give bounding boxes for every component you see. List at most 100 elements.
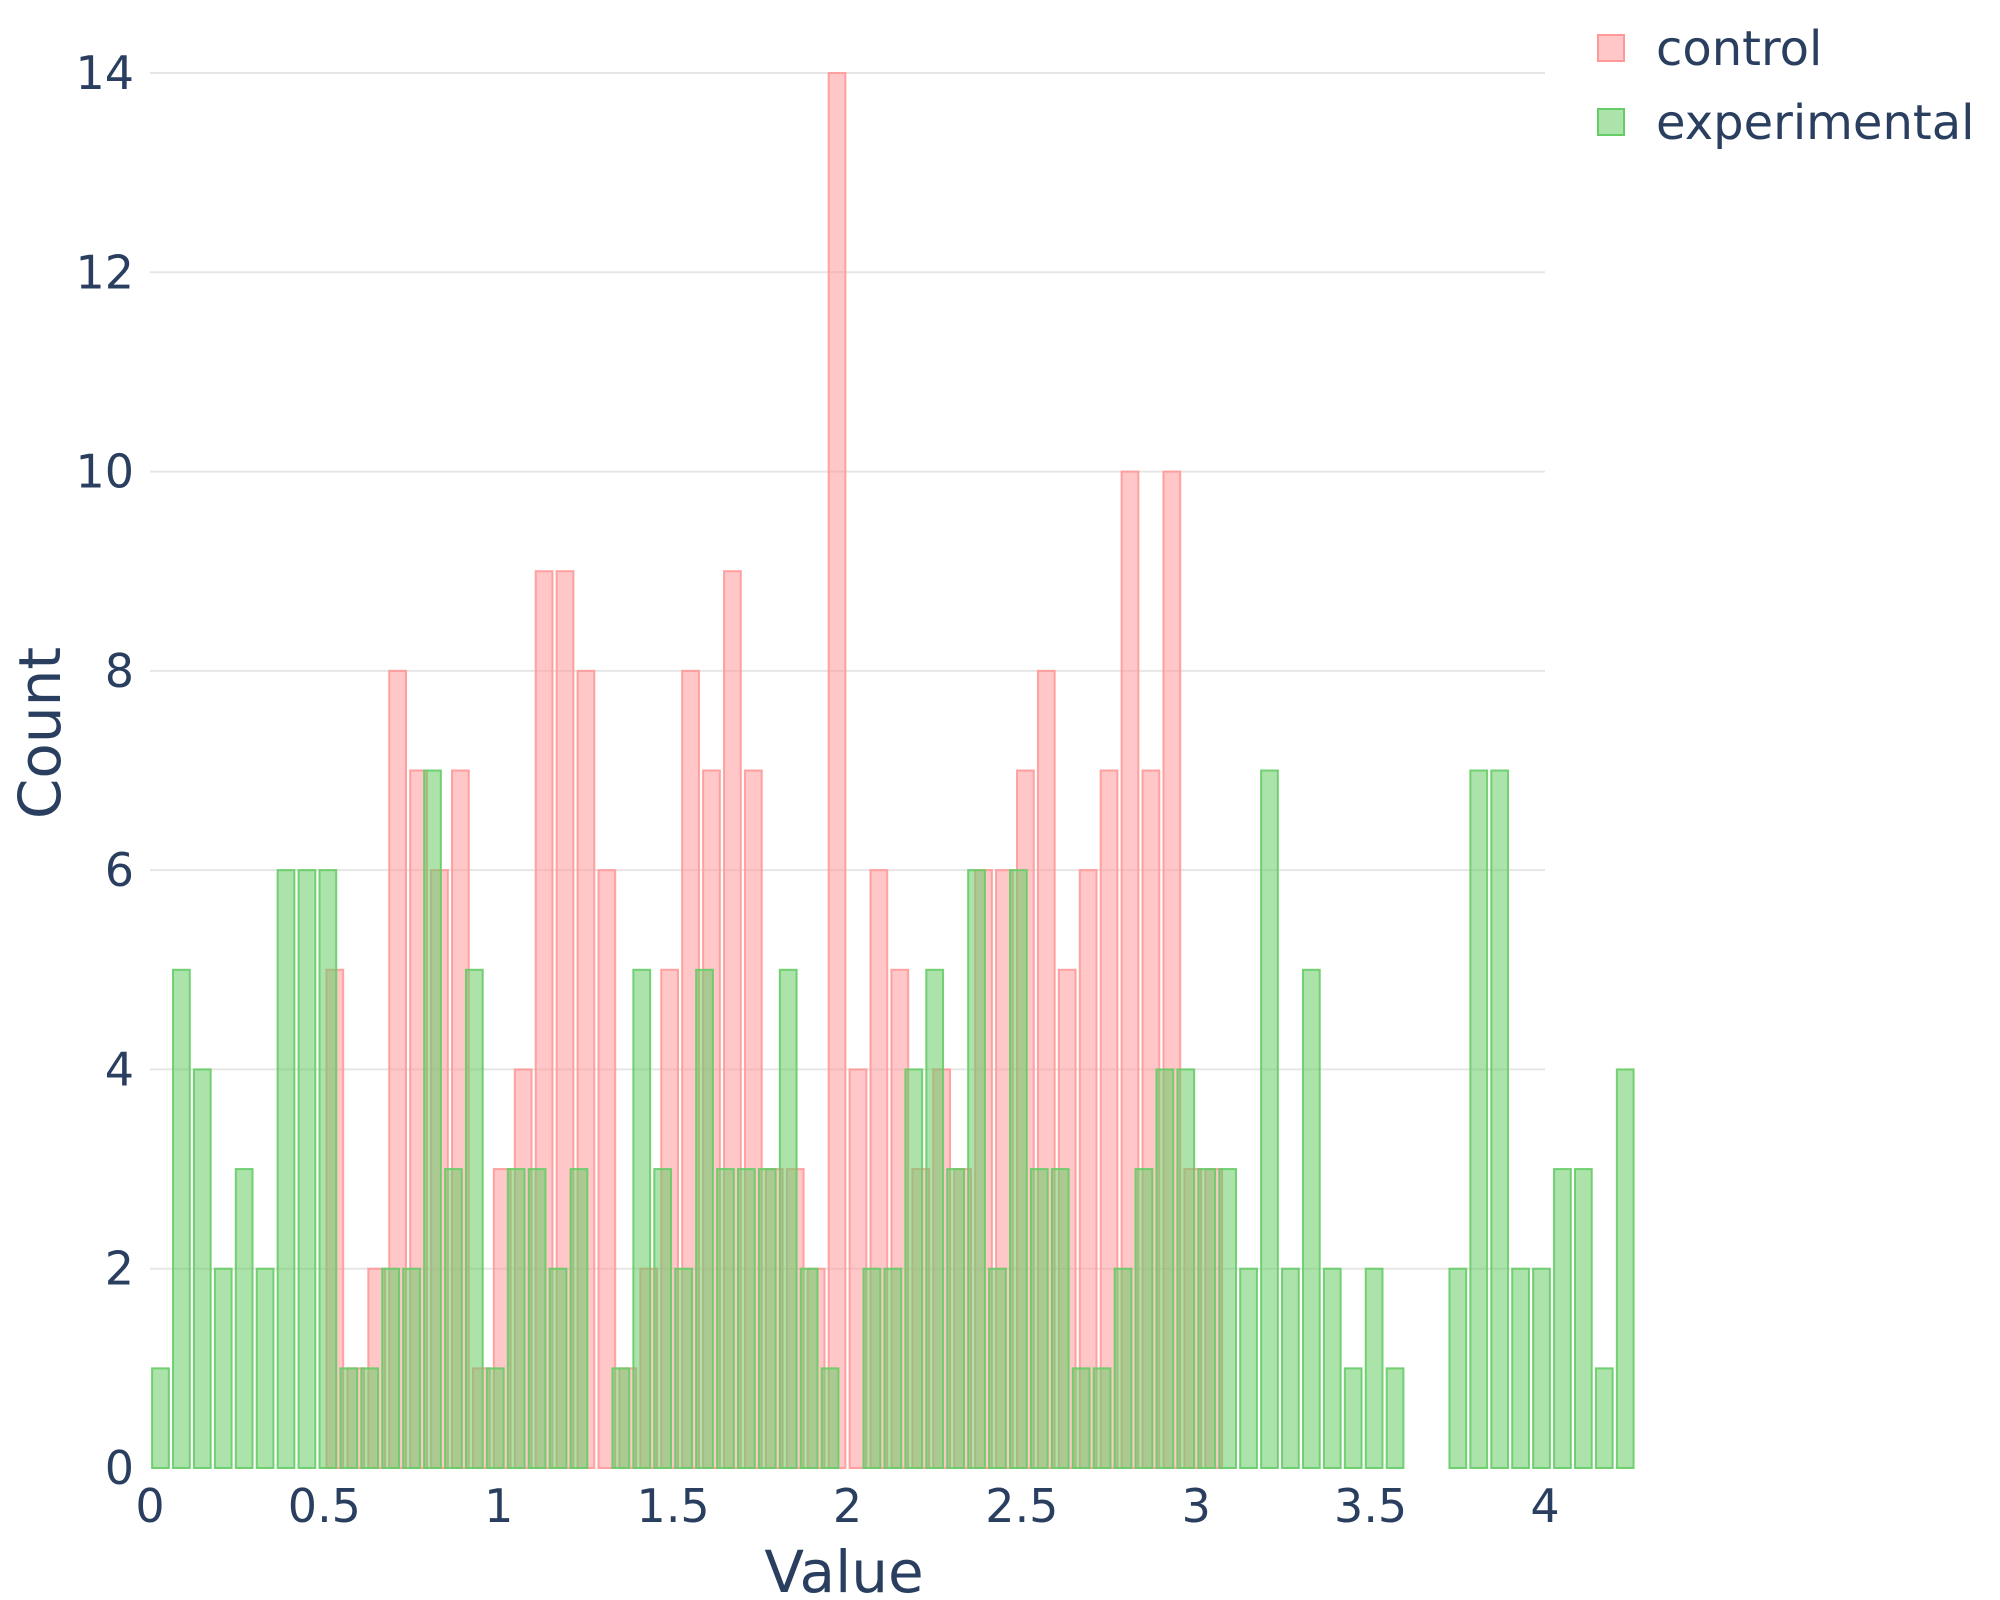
bars [151,72,1635,1470]
bar-experimental [151,1367,170,1470]
bar-experimental [234,1168,254,1469]
x-tick-label: 3 [1182,1479,1211,1533]
y-tick-label: 14 [75,46,134,100]
bar-experimental [444,1168,463,1469]
x-tick-label: 2.5 [985,1479,1058,1533]
bar-experimental [1343,1367,1363,1470]
bar-experimental [381,1267,401,1469]
legend-label-control: control [1656,21,1822,77]
x-tick-label: 3.5 [1334,1479,1407,1533]
bar-experimental [1029,1168,1049,1469]
legend-swatch-control [1597,34,1625,62]
bar-experimental [1155,1068,1175,1470]
bar-experimental [1511,1267,1530,1469]
bar-experimental [297,869,317,1469]
bar-experimental [925,968,945,1469]
x-tick-label: 4 [1530,1479,1559,1533]
bar-experimental [1239,1267,1258,1469]
bar-experimental [192,1068,212,1470]
bar-experimental [1594,1367,1614,1470]
bar-experimental [213,1267,233,1469]
bar-experimental [716,1168,735,1469]
bar-experimental [862,1267,882,1469]
bar-experimental [1469,769,1489,1469]
bar-experimental [653,1168,673,1469]
legend-swatch-experimental [1597,108,1625,136]
bar-experimental [1385,1367,1405,1470]
x-axis-ticks: 0 0.5 1 1.5 2 2.5 3 3.5 4 [135,1479,1559,1533]
bar-experimental [1197,1168,1217,1469]
bar-experimental [695,968,714,1469]
x-tick-label: 1.5 [637,1479,710,1533]
bar-experimental [1281,1267,1300,1469]
bar-experimental [1218,1168,1238,1469]
bar-experimental [402,1267,421,1469]
bar-experimental [1364,1267,1384,1469]
y-tick-label: 12 [75,245,134,299]
x-tick-label: 1 [484,1479,513,1533]
y-tick-label: 8 [105,644,134,698]
bar-experimental [1071,1367,1091,1470]
bar-experimental [360,1367,380,1470]
x-tick-label: 0 [135,1479,164,1533]
bar-experimental [1050,1168,1070,1469]
bar-experimental [527,1168,547,1469]
bar-experimental [1553,1168,1572,1469]
bar-experimental [883,1267,903,1469]
y-tick-label: 2 [105,1242,134,1296]
legend: control experimental [1597,21,1974,151]
bar-experimental [1573,1168,1593,1469]
bar-experimental [632,968,652,1469]
bar-experimental [464,968,484,1469]
bar-experimental [318,869,338,1469]
x-axis-title: Value [764,1538,923,1600]
bar-experimental [276,869,296,1469]
bar-experimental [988,1267,1007,1469]
y-tick-label: 0 [105,1441,134,1495]
bar-experimental [548,1267,568,1469]
bar-experimental [674,1267,693,1469]
y-tick-label: 4 [105,1042,134,1096]
legend-item-experimental[interactable]: experimental [1597,95,1974,151]
bar-experimental [1134,1168,1154,1469]
bar-experimental [778,968,798,1469]
bar-experimental [946,1168,965,1469]
bar-experimental [1615,1068,1635,1470]
y-tick-label: 6 [105,843,134,897]
bar-experimental [1532,1267,1551,1469]
bar-experimental [820,1367,840,1470]
bar-experimental [799,1267,819,1469]
bar-experimental [1009,869,1028,1469]
bar-experimental [904,1068,924,1470]
y-tick-label: 10 [75,445,134,499]
bar-experimental [506,1168,526,1469]
bar-experimental [1490,769,1510,1469]
bar-experimental [1448,1267,1468,1469]
x-tick-label: 0.5 [288,1479,361,1533]
legend-label-experimental: experimental [1656,95,1974,151]
bar-control [597,869,617,1469]
y-axis-title: Count [6,647,74,819]
bar-experimental [1260,769,1279,1469]
x-tick-label: 2 [833,1479,862,1533]
bar-experimental [1301,968,1321,1469]
bar-experimental [255,1267,275,1469]
bar-experimental [485,1367,505,1470]
bar-experimental [611,1367,631,1470]
bar-experimental [172,968,191,1469]
bar-experimental [1322,1267,1342,1469]
bar-experimental [967,869,986,1469]
bar-experimental [423,769,442,1469]
y-axis-ticks: 0 2 4 6 8 10 12 14 [75,46,134,1495]
bar-experimental [757,1168,777,1469]
bar-experimental [1176,1068,1196,1470]
bar-experimental [1113,1267,1133,1469]
bar-experimental [1092,1367,1112,1470]
gridlines [150,72,1545,1270]
series-experimental [151,769,1635,1470]
bar-experimental [569,1168,589,1469]
legend-item-control[interactable]: control [1597,21,1822,77]
bar-experimental [339,1367,359,1470]
series-control [325,72,1224,1470]
